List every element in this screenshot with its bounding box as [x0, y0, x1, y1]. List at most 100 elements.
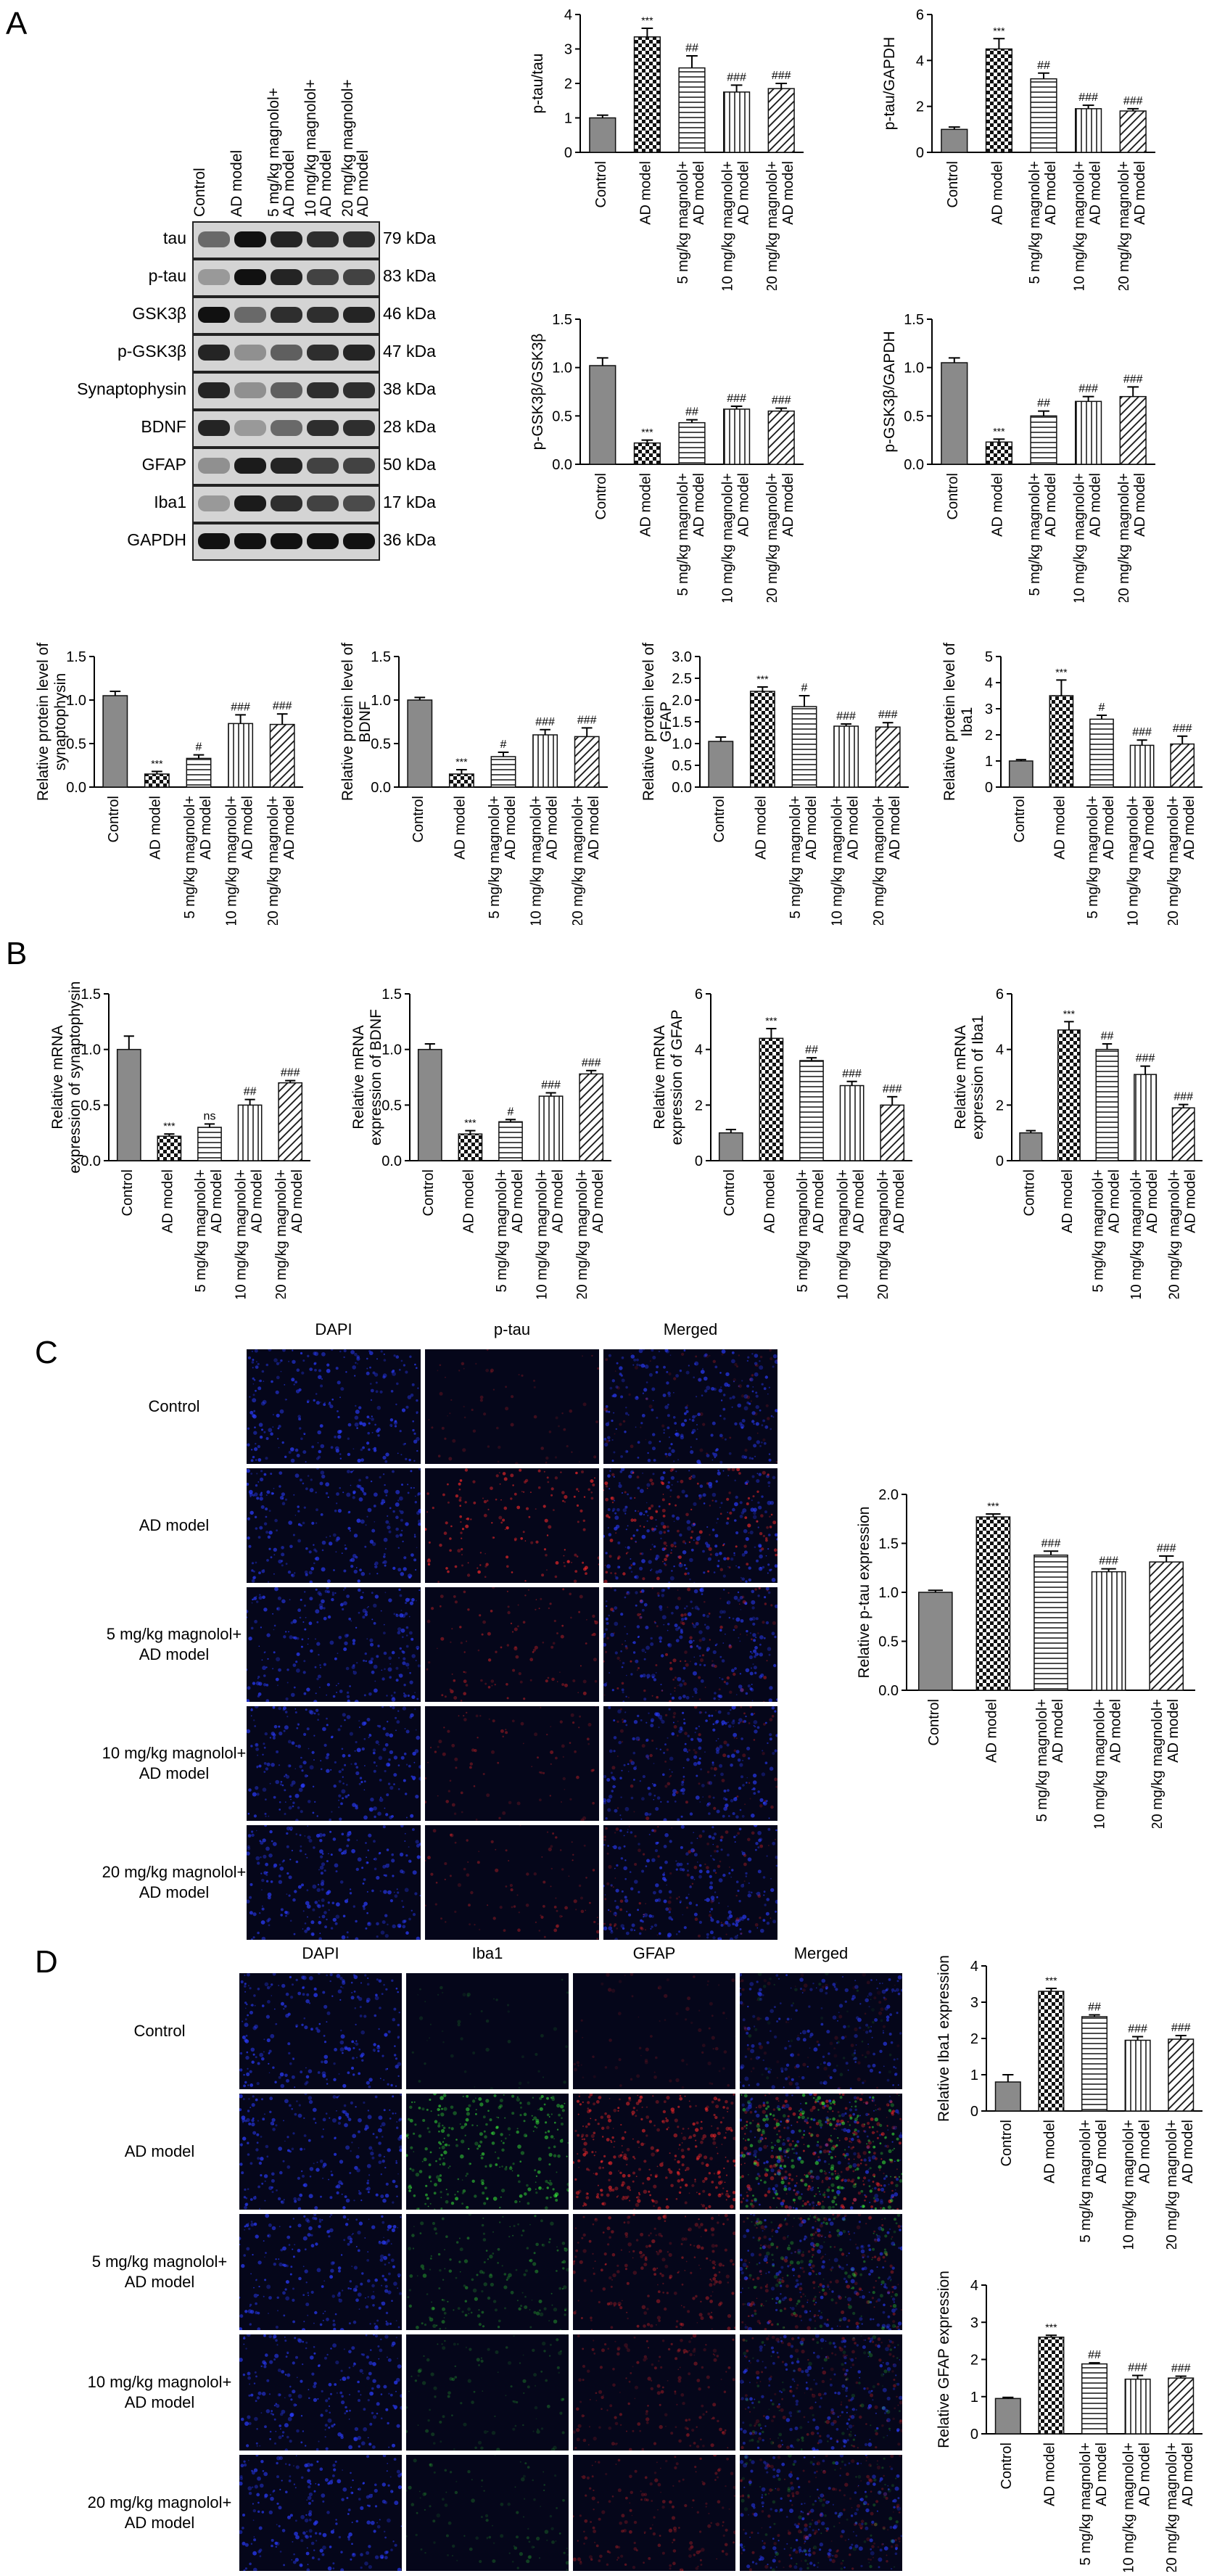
- fluorescent-spot: [257, 2062, 260, 2065]
- fluorescent-spot: [681, 1489, 685, 1494]
- fluorescent-spot: [254, 1349, 258, 1353]
- fluorescent-spot: [398, 1368, 401, 1371]
- blot-band: [343, 495, 375, 511]
- fluorescent-spot: [571, 1451, 573, 1453]
- fluorescent-spot: [295, 2025, 298, 2028]
- fluorescent-spot: [718, 1388, 722, 1393]
- fluorescent-spot: [669, 1776, 671, 1778]
- fluorescent-spot: [268, 1428, 273, 1433]
- fluorescent-spot: [315, 1638, 316, 1640]
- fluorescent-spot: [395, 2185, 398, 2188]
- fluorescent-spot: [513, 1627, 518, 1631]
- fluorescent-spot: [523, 1698, 526, 1700]
- fluorescent-spot: [380, 1502, 384, 1505]
- fluorescent-spot: [458, 1370, 461, 1372]
- fluorescent-spot: [621, 1769, 623, 1771]
- fluorescent-spot: [405, 1602, 408, 1605]
- fluorescent-spot: [708, 1781, 713, 1785]
- fluorescent-spot: [358, 1720, 360, 1722]
- fluorescent-spot: [721, 1349, 726, 1354]
- fluorescent-spot: [669, 1496, 672, 1498]
- x-tick-label: 5 mg/kg magnolol+AD model: [494, 1169, 526, 1293]
- fluorescent-spot: [706, 1803, 709, 1807]
- fluorescent-spot: [624, 1431, 627, 1433]
- fluorescent-spot: [352, 1496, 355, 1499]
- fluorescent-spot: [350, 1981, 353, 1984]
- fluorescent-spot: [244, 2038, 248, 2043]
- fluorescent-spot: [367, 2127, 369, 2129]
- fluorescent-spot: [315, 2027, 318, 2030]
- fluorescent-spot: [719, 1860, 722, 1863]
- fluorescent-spot: [381, 2136, 384, 2138]
- fluorescent-spot: [397, 1627, 402, 1631]
- fluorescent-spot: [301, 1371, 305, 1375]
- fluorescent-spot: [299, 1765, 302, 1769]
- bar: [994, 2398, 1021, 2435]
- fluorescent-spot: [711, 1421, 716, 1425]
- fluorescent-spot: [402, 1906, 405, 1908]
- fluorescent-spot: [688, 1901, 693, 1905]
- bar: [1081, 2016, 1108, 2112]
- fluorescent-spot: [624, 1547, 627, 1548]
- fluorescent-spot: [614, 1938, 619, 1940]
- fluorescent-spot: [487, 1904, 489, 1906]
- fluorescent-spot: [546, 1733, 548, 1736]
- fluorescent-spot: [391, 1859, 395, 1863]
- fluorescent-spot: [543, 1880, 546, 1884]
- fluorescent-spot: [693, 1748, 696, 1752]
- fluorescent-spot: [764, 1425, 769, 1429]
- fluorescent-spot: [393, 1691, 396, 1694]
- fluorescent-spot: [592, 2055, 595, 2058]
- fluorescent-spot: [569, 1409, 573, 1413]
- fluorescent-spot: [498, 1515, 503, 1520]
- fluorescent-spot: [734, 1362, 738, 1367]
- fluorescent-spot: [625, 1647, 628, 1650]
- fluorescent-spot: [622, 1700, 625, 1702]
- fluorescent-spot: [881, 1983, 883, 1984]
- fluorescent-spot: [251, 2118, 255, 2123]
- fluorescent-spot: [886, 2078, 890, 2082]
- fluorescent-spot: [605, 1827, 608, 1830]
- fluorescent-spot: [836, 2041, 838, 2044]
- fluorescent-spot: [270, 1556, 273, 1559]
- fluorescent-spot: [795, 2082, 799, 2086]
- fluorescent-spot: [698, 1378, 701, 1380]
- fluorescent-spot: [563, 1562, 565, 1564]
- fluorescent-spot: [748, 1532, 750, 1534]
- fluorescent-spot: [262, 1787, 267, 1792]
- fluorescent-spot: [397, 2037, 399, 2039]
- fluorescent-spot: [613, 1451, 616, 1454]
- fluorescent-spot: [513, 1537, 517, 1541]
- fluorescent-spot: [616, 1362, 619, 1365]
- fluorescent-spot: [445, 1521, 448, 1525]
- fluorescent-spot: [674, 1624, 678, 1628]
- fluorescent-spot: [670, 1544, 674, 1547]
- fluorescent-spot: [469, 2013, 471, 2015]
- fluorescent-spot: [875, 1979, 878, 1981]
- fluorescent-spot: [517, 1625, 519, 1628]
- fluorescent-spot: [661, 1508, 666, 1513]
- fluorescent-spot: [312, 1884, 317, 1889]
- fluorescent-spot: [809, 1988, 813, 1991]
- fluorescent-spot: [461, 1811, 463, 1814]
- fluorescent-spot: [644, 2059, 648, 2062]
- fluorescent-spot: [693, 1502, 697, 1506]
- x-tick-label: 20 mg/kg magnolol+AD model: [1164, 2443, 1196, 2572]
- fluorescent-spot: [533, 1379, 535, 1382]
- fluorescent-spot: [262, 1399, 267, 1404]
- fluorescent-spot: [624, 1449, 628, 1454]
- fluorescent-spot: [516, 1505, 521, 1510]
- fluorescent-spot: [409, 1631, 413, 1635]
- y-tick-label: 1: [970, 2067, 978, 2083]
- fluorescent-spot: [743, 1712, 746, 1715]
- fluorescent-spot: [627, 1831, 629, 1833]
- micro-column-label: Iba1: [471, 1944, 503, 1962]
- fluorescent-spot: [317, 1883, 320, 1886]
- fluorescent-spot: [672, 1416, 676, 1419]
- fluorescent-spot: [727, 1755, 730, 1758]
- fluorescent-spot: [667, 1623, 670, 1626]
- fluorescent-spot: [533, 1386, 536, 1388]
- fluorescent-spot: [886, 1998, 888, 2000]
- fluorescent-spot: [711, 1387, 715, 1391]
